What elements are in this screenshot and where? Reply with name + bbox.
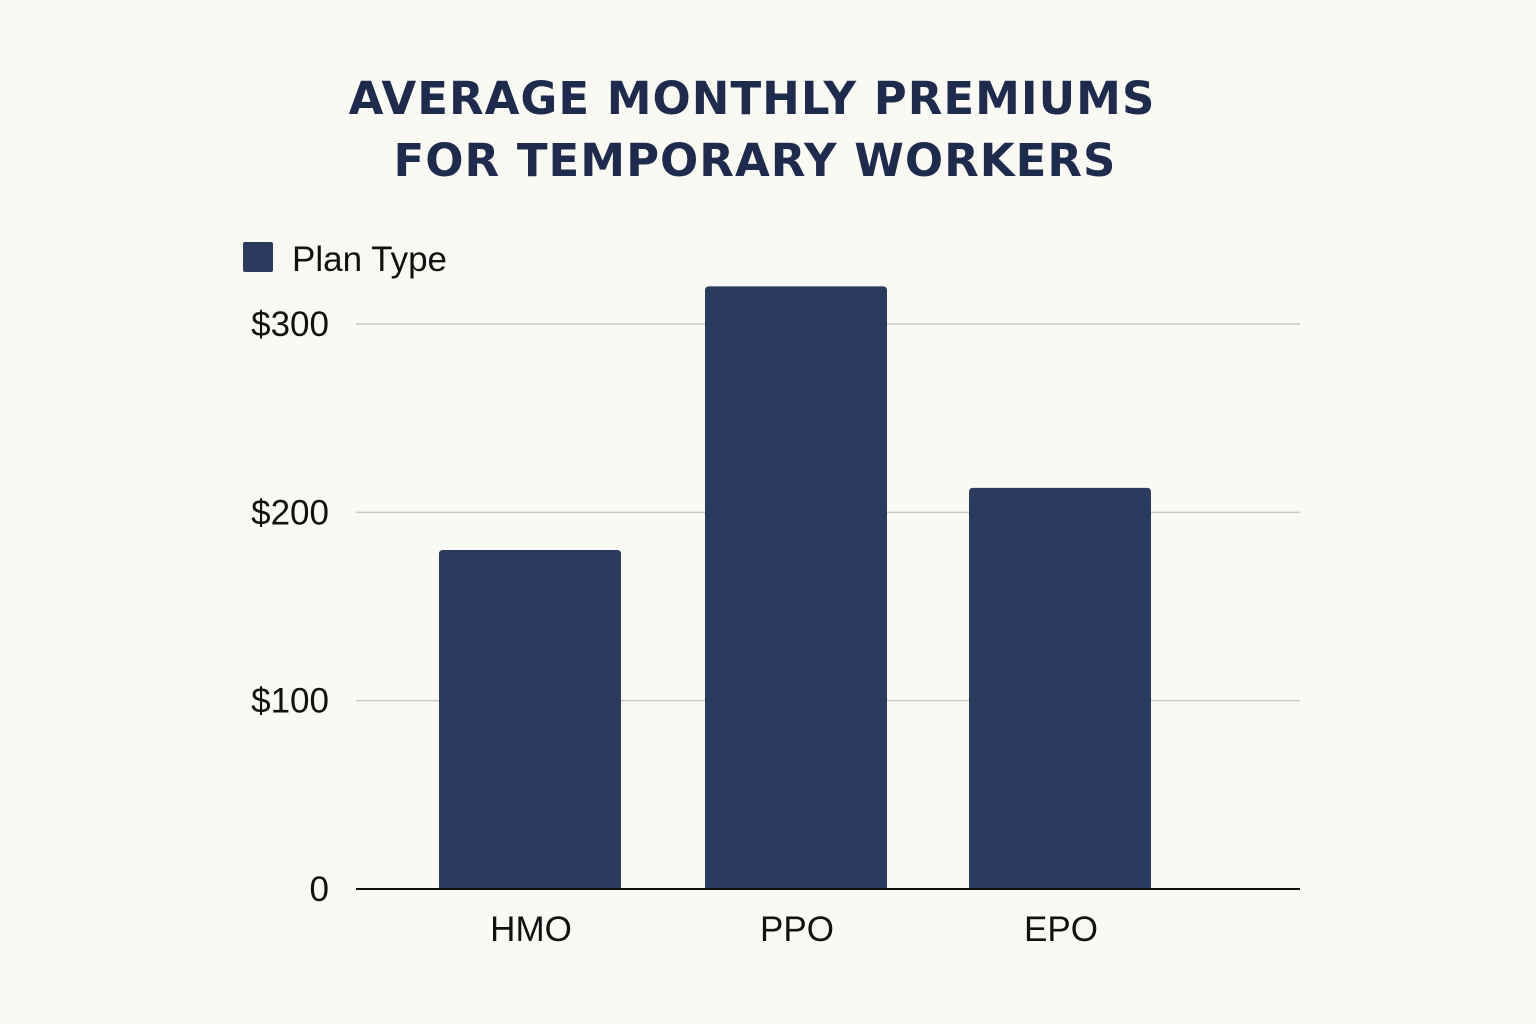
legend-swatch [243,242,273,272]
bar-epo [969,487,1151,889]
x-tick-label-hmo: HMO [490,910,572,949]
bars [439,286,1151,889]
y-tick-label: $300 [251,305,329,344]
chart-title-line-1: AVERAGE MONTHLY PREMIUMS [349,72,1156,125]
bar-hmo [439,550,621,889]
y-tick-label: 0 [310,870,329,909]
y-tick-label: $100 [251,682,329,721]
chart-title-line-2: FOR TEMPORARY WORKERS [394,134,1117,187]
y-tick-label: $200 [251,493,329,532]
y-axis-ticks: 0 $100 $200 $300 [251,305,329,909]
x-tick-label-ppo: PPO [760,910,834,949]
x-axis-ticks: HMO PPO EPO [490,910,1098,949]
legend-label: Plan Type [292,240,447,279]
x-tick-label-epo: EPO [1024,910,1098,949]
bar-ppo [705,286,887,889]
